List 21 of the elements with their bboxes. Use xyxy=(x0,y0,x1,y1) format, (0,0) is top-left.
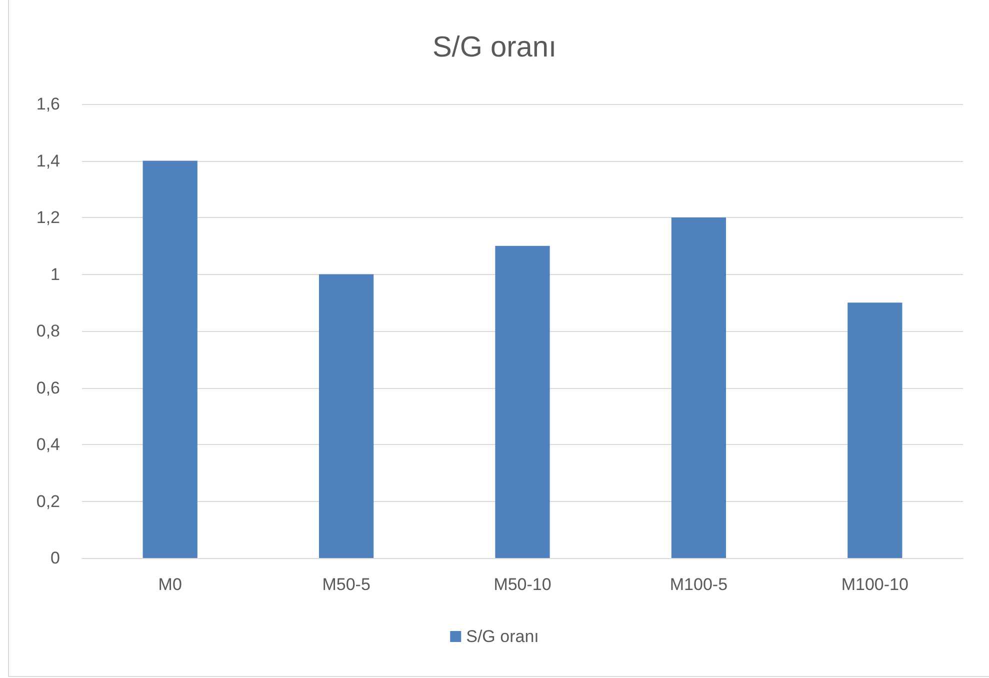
bar xyxy=(318,274,374,558)
y-tick-label: 0,8 xyxy=(36,322,60,340)
y-tick-label: 1,2 xyxy=(36,208,60,227)
y-tick-label: 0 xyxy=(50,548,60,568)
y-tick-label: 1 xyxy=(50,264,60,284)
bar xyxy=(142,160,198,558)
bar xyxy=(495,246,550,558)
y-tick-label: 1,6 xyxy=(36,94,60,114)
y-tick-label: 0,4 xyxy=(36,435,60,454)
y-tick-label: 1,4 xyxy=(36,151,60,170)
x-tick-label: M50-5 xyxy=(322,575,370,594)
bar xyxy=(671,218,726,558)
chart-title: S/G oranı xyxy=(432,32,557,64)
x-tick-label: M0 xyxy=(158,575,182,594)
y-tick-label: 0,2 xyxy=(36,492,60,511)
x-tick-label: M50-10 xyxy=(494,575,552,594)
bar xyxy=(848,302,902,558)
x-tick-label: M100-10 xyxy=(841,575,908,594)
x-tick-label: M100-5 xyxy=(670,575,728,594)
y-tick-label: 0,6 xyxy=(36,378,60,398)
legend-label: S/G oranı xyxy=(466,627,539,646)
